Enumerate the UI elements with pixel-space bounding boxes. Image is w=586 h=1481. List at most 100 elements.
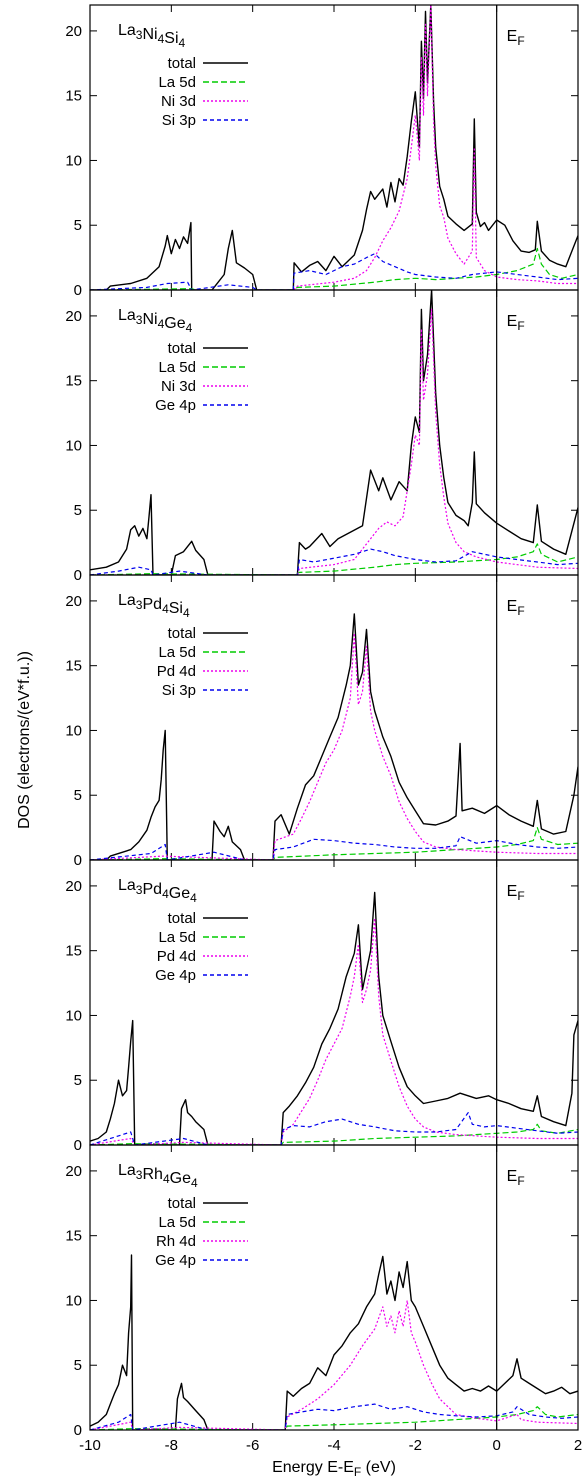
compound-title: La3Ni4Ge4 [118,307,193,335]
x-tick-label: -2 [409,1437,422,1454]
fermi-label-sub: F [517,604,524,618]
series-pd-4d-line [90,917,578,1145]
y-tick-label: 0 [74,567,82,584]
compound-subscript: 3 [136,1168,143,1182]
legend-label: Rh 4d [156,1233,196,1250]
compound-element: La [118,877,136,894]
y-axis-title: DOS (electrons/(eV*f.u.)) [16,651,33,829]
series-group [90,891,578,1145]
y-tick-label: 15 [65,373,82,390]
series-total-line [90,613,578,860]
y-tick-label: 5 [74,1072,82,1089]
compound-title: La3Ni4Si4 [118,22,186,50]
compound-element: Pd [142,881,162,898]
series-ni-3d-line [90,308,578,575]
legend-label: Ni 3d [161,378,196,395]
x-axis-title: Energy E-EF (eV) [272,1459,396,1479]
compound-element: Ge [169,885,190,902]
legend-label: Pd 4d [157,663,196,680]
legend-label: Ge 4p [155,397,196,414]
y-tick-label: 10 [65,1007,82,1024]
x-tick-label: -4 [327,1437,340,1454]
fermi-label-main: E [507,883,518,900]
compound-subscript: 4 [162,602,169,616]
fermi-label: EF [507,313,525,333]
legend-label: Ge 4p [155,1252,196,1269]
compound-subscript: 4 [162,887,169,901]
series-pd-4d-line [90,632,578,860]
y-tick-label: 5 [74,1357,82,1374]
compound-subscript: 4 [186,321,193,335]
compound-element: Rh [142,1166,162,1183]
compound-element: Si [169,600,183,617]
series-si-3p-line [90,836,578,860]
compound-subscript: 3 [136,883,143,897]
compound-subscript: 3 [136,313,143,327]
compound-subscript: 3 [136,28,143,42]
compound-subscript: 4 [179,36,186,50]
x-axis-title-main: Energy E-E [272,1459,354,1476]
compound-subscript: 4 [163,1172,170,1186]
panel-frame [89,4,579,291]
series-rh-4d-line [90,1299,578,1430]
x-tick-label: -10 [79,1437,101,1454]
compound-element: Ni [142,311,157,328]
x-axis-title-sub: F [354,1465,361,1479]
y-tick-label: 20 [65,23,82,40]
compound-subscript: 3 [136,598,143,612]
fermi-label-sub: F [517,1174,524,1188]
legend: total La 5d Pd 4d Ge 4p [155,910,248,984]
compound-element: Ni [142,26,157,43]
y-tick-label: 10 [65,437,82,454]
compound-subscript: 4 [158,317,165,331]
compound-element: La [118,307,136,324]
legend: total La 5d Ni 3d Si 3p [158,55,248,129]
y-tick-label: 0 [74,1422,82,1439]
y-tick-label: 20 [65,308,82,325]
fermi-label-main: E [507,313,518,330]
compound-title: La3Pd4Ge4 [118,877,197,905]
y-tick-label: 0 [74,852,82,869]
series-total-line [90,891,578,1145]
compound-title: La3Rh4Ge4 [118,1162,198,1190]
legend-label: total [168,55,196,72]
compound-subscript: 4 [158,32,165,46]
compound-title: La3Pd4Si4 [118,592,190,620]
legend-label: total [168,1195,196,1212]
compound-subscript: 4 [183,606,190,620]
x-tick-label: -8 [165,1437,178,1454]
legend-label: total [168,910,196,927]
series-group [90,5,578,290]
compound-element: Ge [164,315,185,332]
series-la-5d-line [90,1406,578,1430]
series-group [90,290,578,575]
compound-subscript: 4 [190,891,197,905]
y-tick-label: 10 [65,152,82,169]
y-tick-label: 5 [74,217,82,234]
fermi-label-sub: F [517,34,524,48]
y-tick-label: 20 [65,1163,82,1180]
y-tick-label: 15 [65,658,82,675]
fermi-label-main: E [507,28,518,45]
compound-element: Ge [170,1170,191,1187]
series-ge-4p-line [90,1112,578,1145]
legend-label: Si 3p [162,112,196,129]
compound-element: Pd [142,596,162,613]
fermi-label-main: E [507,598,518,615]
panel-frame [89,1144,579,1431]
y-tick-label: 0 [74,282,82,299]
legend: total La 5d Rh 4d Ge 4p [155,1195,248,1269]
y-tick-label: 15 [65,943,82,960]
legend: total La 5d Ni 3d Ge 4p [155,340,248,414]
compound-element: La [118,592,136,609]
compound-element: La [118,22,136,39]
x-tick-label: 2 [574,1437,582,1454]
legend-label: La 5d [158,1214,196,1231]
y-tick-label: 0 [74,1137,82,1154]
